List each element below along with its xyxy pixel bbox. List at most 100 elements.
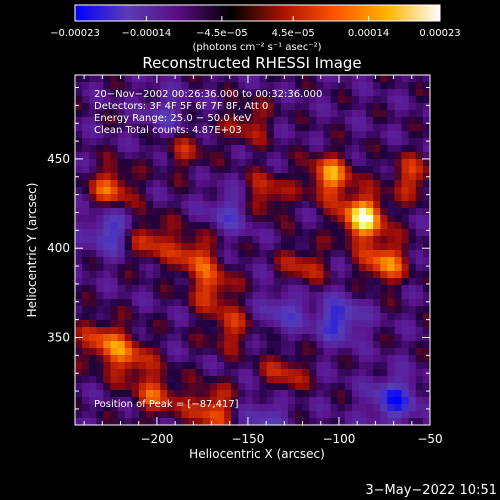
heatmap-cell: [224, 243, 232, 251]
heatmap-cell: [401, 117, 410, 125]
heatmap-cell: [295, 411, 303, 419]
heatmap-cell: [401, 159, 410, 167]
heatmap-cell: [188, 236, 197, 244]
heatmap-cell: [245, 208, 254, 216]
heatmap-cell: [366, 75, 374, 83]
heatmap-cell: [188, 243, 197, 251]
heatmap-cell: [174, 376, 183, 384]
heatmap-cell: [422, 82, 430, 90]
heatmap-cell: [273, 117, 282, 125]
heatmap-cell: [387, 152, 396, 160]
heatmap-cell: [273, 103, 282, 111]
heatmap-cell: [124, 334, 133, 342]
heatmap-cell: [415, 201, 424, 209]
heatmap-cell: [351, 159, 360, 167]
heatmap-cell: [288, 376, 296, 384]
heatmap-cell: [131, 208, 140, 216]
heatmap-cell: [323, 180, 332, 188]
heatmap-cell: [302, 383, 310, 391]
heatmap-cell: [245, 110, 254, 118]
heatmap-cell: [302, 110, 310, 118]
heatmap-cell: [124, 201, 133, 209]
heatmap-cell: [167, 348, 175, 356]
heatmap-cell: [167, 145, 175, 153]
heatmap-cell: [153, 334, 161, 342]
heatmap-cell: [330, 117, 339, 125]
heatmap-cell: [89, 404, 97, 412]
heatmap-cell: [195, 173, 204, 181]
heatmap-cell: [138, 411, 147, 419]
heatmap-cell: [146, 96, 154, 104]
heatmap-cell: [153, 187, 161, 195]
heatmap-cell: [153, 173, 161, 181]
heatmap-cell: [359, 236, 367, 244]
heatmap-cell: [323, 376, 332, 384]
heatmap-cell: [280, 327, 289, 335]
heatmap-cell: [295, 222, 303, 230]
heatmap-cell: [195, 299, 204, 307]
heatmap-cell: [302, 320, 310, 328]
heatmap-cell: [280, 271, 289, 279]
heatmap-cell: [373, 166, 381, 174]
heatmap-cell: [75, 348, 83, 356]
heatmap-cell: [245, 250, 254, 258]
heatmap-cell: [103, 264, 112, 272]
heatmap-cell: [394, 75, 403, 83]
heatmap-cell: [174, 285, 183, 293]
heatmap-cell: [394, 348, 403, 356]
heatmap-cell: [131, 124, 140, 132]
heatmap-cell: [117, 362, 126, 370]
heatmap-cell: [401, 411, 410, 419]
heatmap-cell: [217, 89, 225, 97]
heatmap-cell: [110, 187, 119, 195]
colorbar-tick-label: 0.00014: [348, 28, 389, 39]
heatmap-cell: [146, 89, 154, 97]
heatmap-cell: [103, 313, 112, 321]
heatmap-cell: [266, 131, 275, 139]
heatmap-cell: [160, 166, 168, 174]
heatmap-cell: [174, 229, 183, 237]
heatmap-cell: [217, 159, 225, 167]
heatmap-cell: [351, 418, 360, 425]
heatmap-cell: [217, 236, 225, 244]
heatmap-cell: [138, 145, 147, 153]
heatmap-cell: [273, 369, 282, 377]
heatmap-cell: [259, 117, 268, 125]
heatmap-cell: [316, 166, 325, 174]
heatmap-cell: [181, 376, 190, 384]
heatmap-cell: [117, 257, 126, 265]
heatmap-cell: [288, 236, 296, 244]
heatmap-cell: [273, 180, 282, 188]
heatmap-cell: [231, 327, 239, 335]
heatmap-cell: [245, 271, 254, 279]
heatmap-cell: [224, 173, 232, 181]
heatmap-cell: [117, 411, 126, 419]
heatmap-cell: [195, 117, 204, 125]
heatmap-cell: [231, 166, 239, 174]
heatmap-cell: [96, 411, 104, 419]
heatmap-cell: [224, 327, 232, 335]
heatmap-cell: [153, 376, 161, 384]
heatmap-cell: [415, 418, 424, 425]
colorbar-tick-label: −0.00023: [50, 28, 100, 39]
heatmap-cell: [394, 285, 403, 293]
heatmap-cell: [209, 264, 218, 272]
heatmap-cell: [238, 250, 246, 258]
heatmap-cell: [252, 383, 261, 391]
heatmap-cell: [167, 376, 175, 384]
heatmap-cell: [394, 404, 403, 412]
heatmap-cell: [273, 250, 282, 258]
heatmap-cell: [188, 173, 197, 181]
heatmap-cell: [245, 201, 254, 209]
heatmap-cell: [288, 355, 296, 363]
heatmap-cell: [408, 306, 417, 314]
heatmap-cell: [89, 355, 97, 363]
heatmap-cell: [138, 271, 147, 279]
heatmap-cell: [103, 285, 112, 293]
heatmap-cell: [359, 208, 367, 216]
heatmap-cell: [309, 285, 317, 293]
heatmap-cell: [110, 341, 119, 349]
heatmap-cell: [238, 404, 246, 412]
heatmap-cell: [387, 208, 396, 216]
heatmap-cell: [160, 362, 168, 370]
